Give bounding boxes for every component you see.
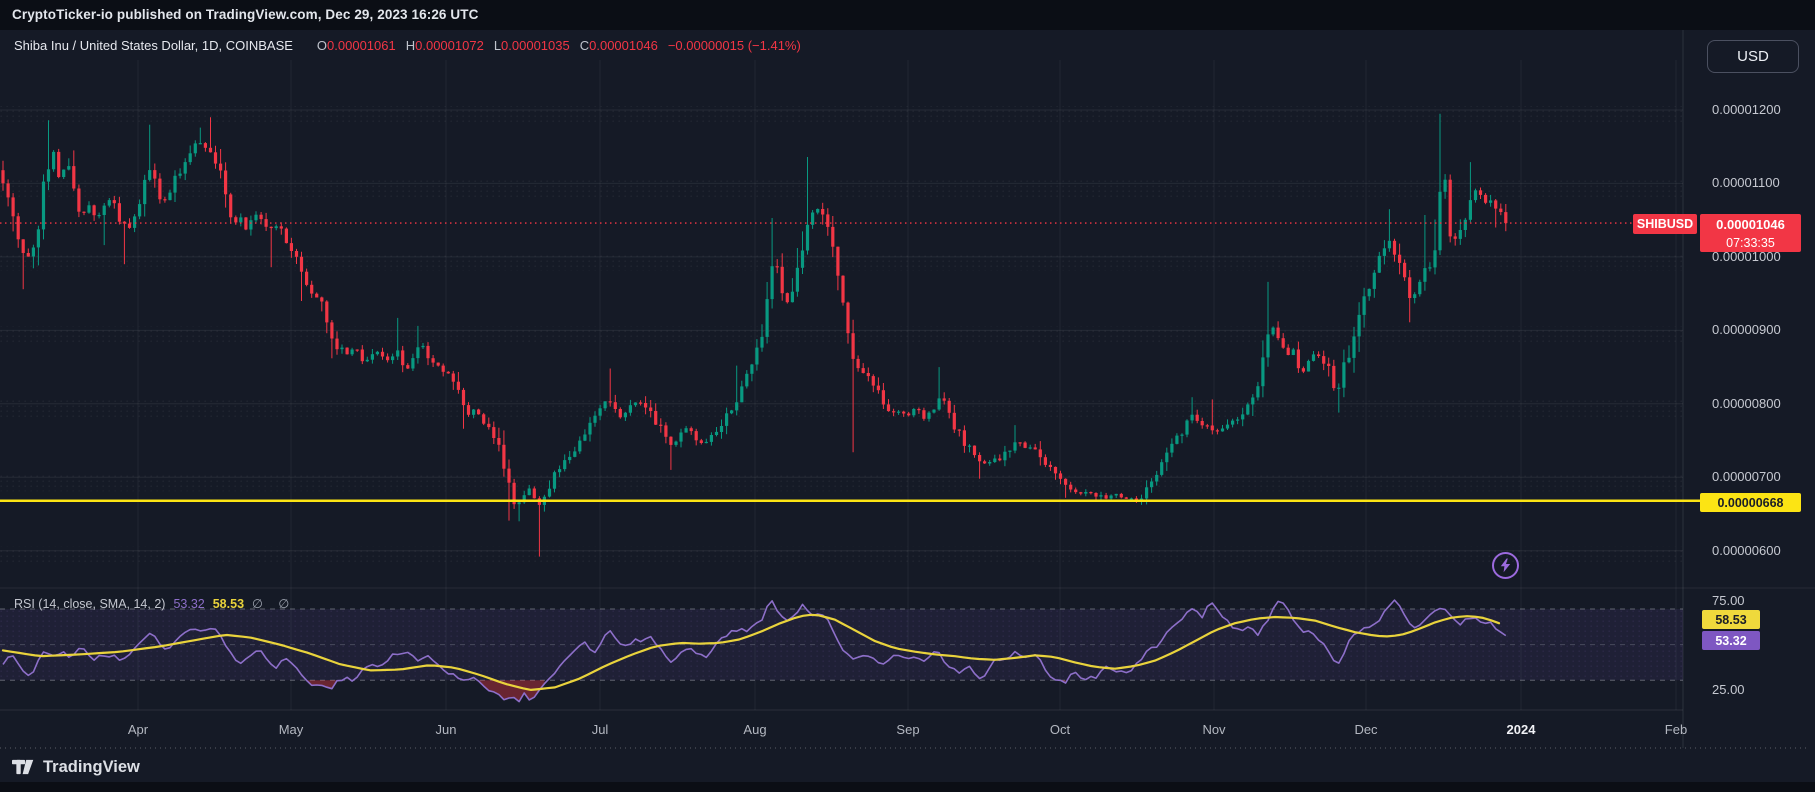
rsi-sma-badge: 58.53: [1702, 610, 1760, 629]
price-axis-label: 0.00001200: [1712, 102, 1781, 117]
price-axis-label: 0.00000800: [1712, 395, 1781, 411]
rsi-legend-sma-value: 58.53: [212, 597, 245, 611]
price-axis-label: 0.00000900: [1712, 322, 1781, 338]
ohlc-high-value: 0.00001072: [415, 38, 484, 53]
tradingview-logo-icon: [12, 759, 34, 775]
time-axis-label-may: May: [278, 722, 304, 737]
price-axis-label: 0.00000700: [1712, 469, 1781, 485]
time-axis-label-feb: Feb: [1664, 722, 1688, 737]
ohlc-low-value: 0.00001035: [501, 38, 570, 53]
ticker-price-line-badge: SHIBUSD: [1633, 214, 1697, 234]
rsi-legend-value: 53.32: [173, 597, 205, 611]
rsi-legend-name: RSI (14, close, SMA, 14, 2): [14, 597, 166, 611]
ohlc-open-value: 0.00001061: [327, 38, 396, 53]
rsi-legend[interactable]: RSI (14, close, SMA, 14, 2) 53.32 58.53 ∅ ∅: [14, 596, 295, 611]
symbol-title: Shiba Inu / United States Dollar, 1D, CO…: [14, 38, 293, 53]
chart-header: Shiba Inu / United States Dollar, 1D, CO…: [14, 38, 801, 58]
rsi-axis-low-label: 25.00: [1712, 682, 1745, 697]
rsi-value-badge: 53.32: [1702, 631, 1760, 650]
time-axis-label-2024: 2024: [1506, 722, 1536, 737]
ohlc-close-value: 0.00001046: [589, 38, 658, 53]
change-value: −0.00000015 (−1.41%): [667, 38, 801, 53]
last-price-badge: 0.00001046 07:33:35: [1700, 214, 1801, 252]
currency-toggle-button[interactable]: USD: [1707, 40, 1799, 73]
ohlc-high-label: H: [405, 38, 416, 53]
tradingview-wordmark: TradingView: [43, 757, 140, 776]
ohlc-close-label: C: [579, 38, 590, 53]
rsi-axis-high-label: 75.00: [1712, 593, 1745, 608]
time-axis-label-jun: Jun: [435, 722, 457, 737]
time-axis-label-oct: Oct: [1049, 722, 1071, 737]
lightning-icon: [1500, 558, 1511, 573]
ohlc-open-label: O: [316, 38, 328, 53]
reaction-lightning-button[interactable]: [1492, 552, 1519, 579]
chart-card: Shiba Inu / United States Dollar, 1D, CO…: [0, 30, 1815, 782]
candlestick-chart[interactable]: [0, 30, 1815, 782]
price-axis-label: 0.00000600: [1712, 542, 1781, 558]
price-axis-label: 0.00001100: [1712, 175, 1780, 191]
attribution-bar: CryptoTicker-io published on TradingView…: [0, 0, 1815, 30]
rsi-legend-hidden-inputs: ∅ ∅: [252, 597, 296, 611]
time-axis-label-nov: Nov: [1202, 722, 1226, 737]
support-level-badge: 0.00000668: [1700, 493, 1801, 512]
last-price-value: 0.00001046: [1716, 217, 1785, 232]
time-axis-label-sep: Sep: [896, 722, 920, 737]
tradingview-logo[interactable]: TradingView: [12, 754, 140, 780]
candles: [1, 113, 1508, 557]
price-axis-label: 0.00001000: [1712, 248, 1781, 264]
time-axis-label-apr: Apr: [127, 722, 149, 737]
candle-countdown: 07:33:35: [1726, 236, 1775, 250]
time-axis-label-aug: Aug: [743, 722, 767, 737]
time-axis-label-dec: Dec: [1354, 722, 1378, 737]
time-axis-label-jul: Jul: [591, 722, 609, 737]
ohlc-low-label: L: [493, 38, 502, 53]
